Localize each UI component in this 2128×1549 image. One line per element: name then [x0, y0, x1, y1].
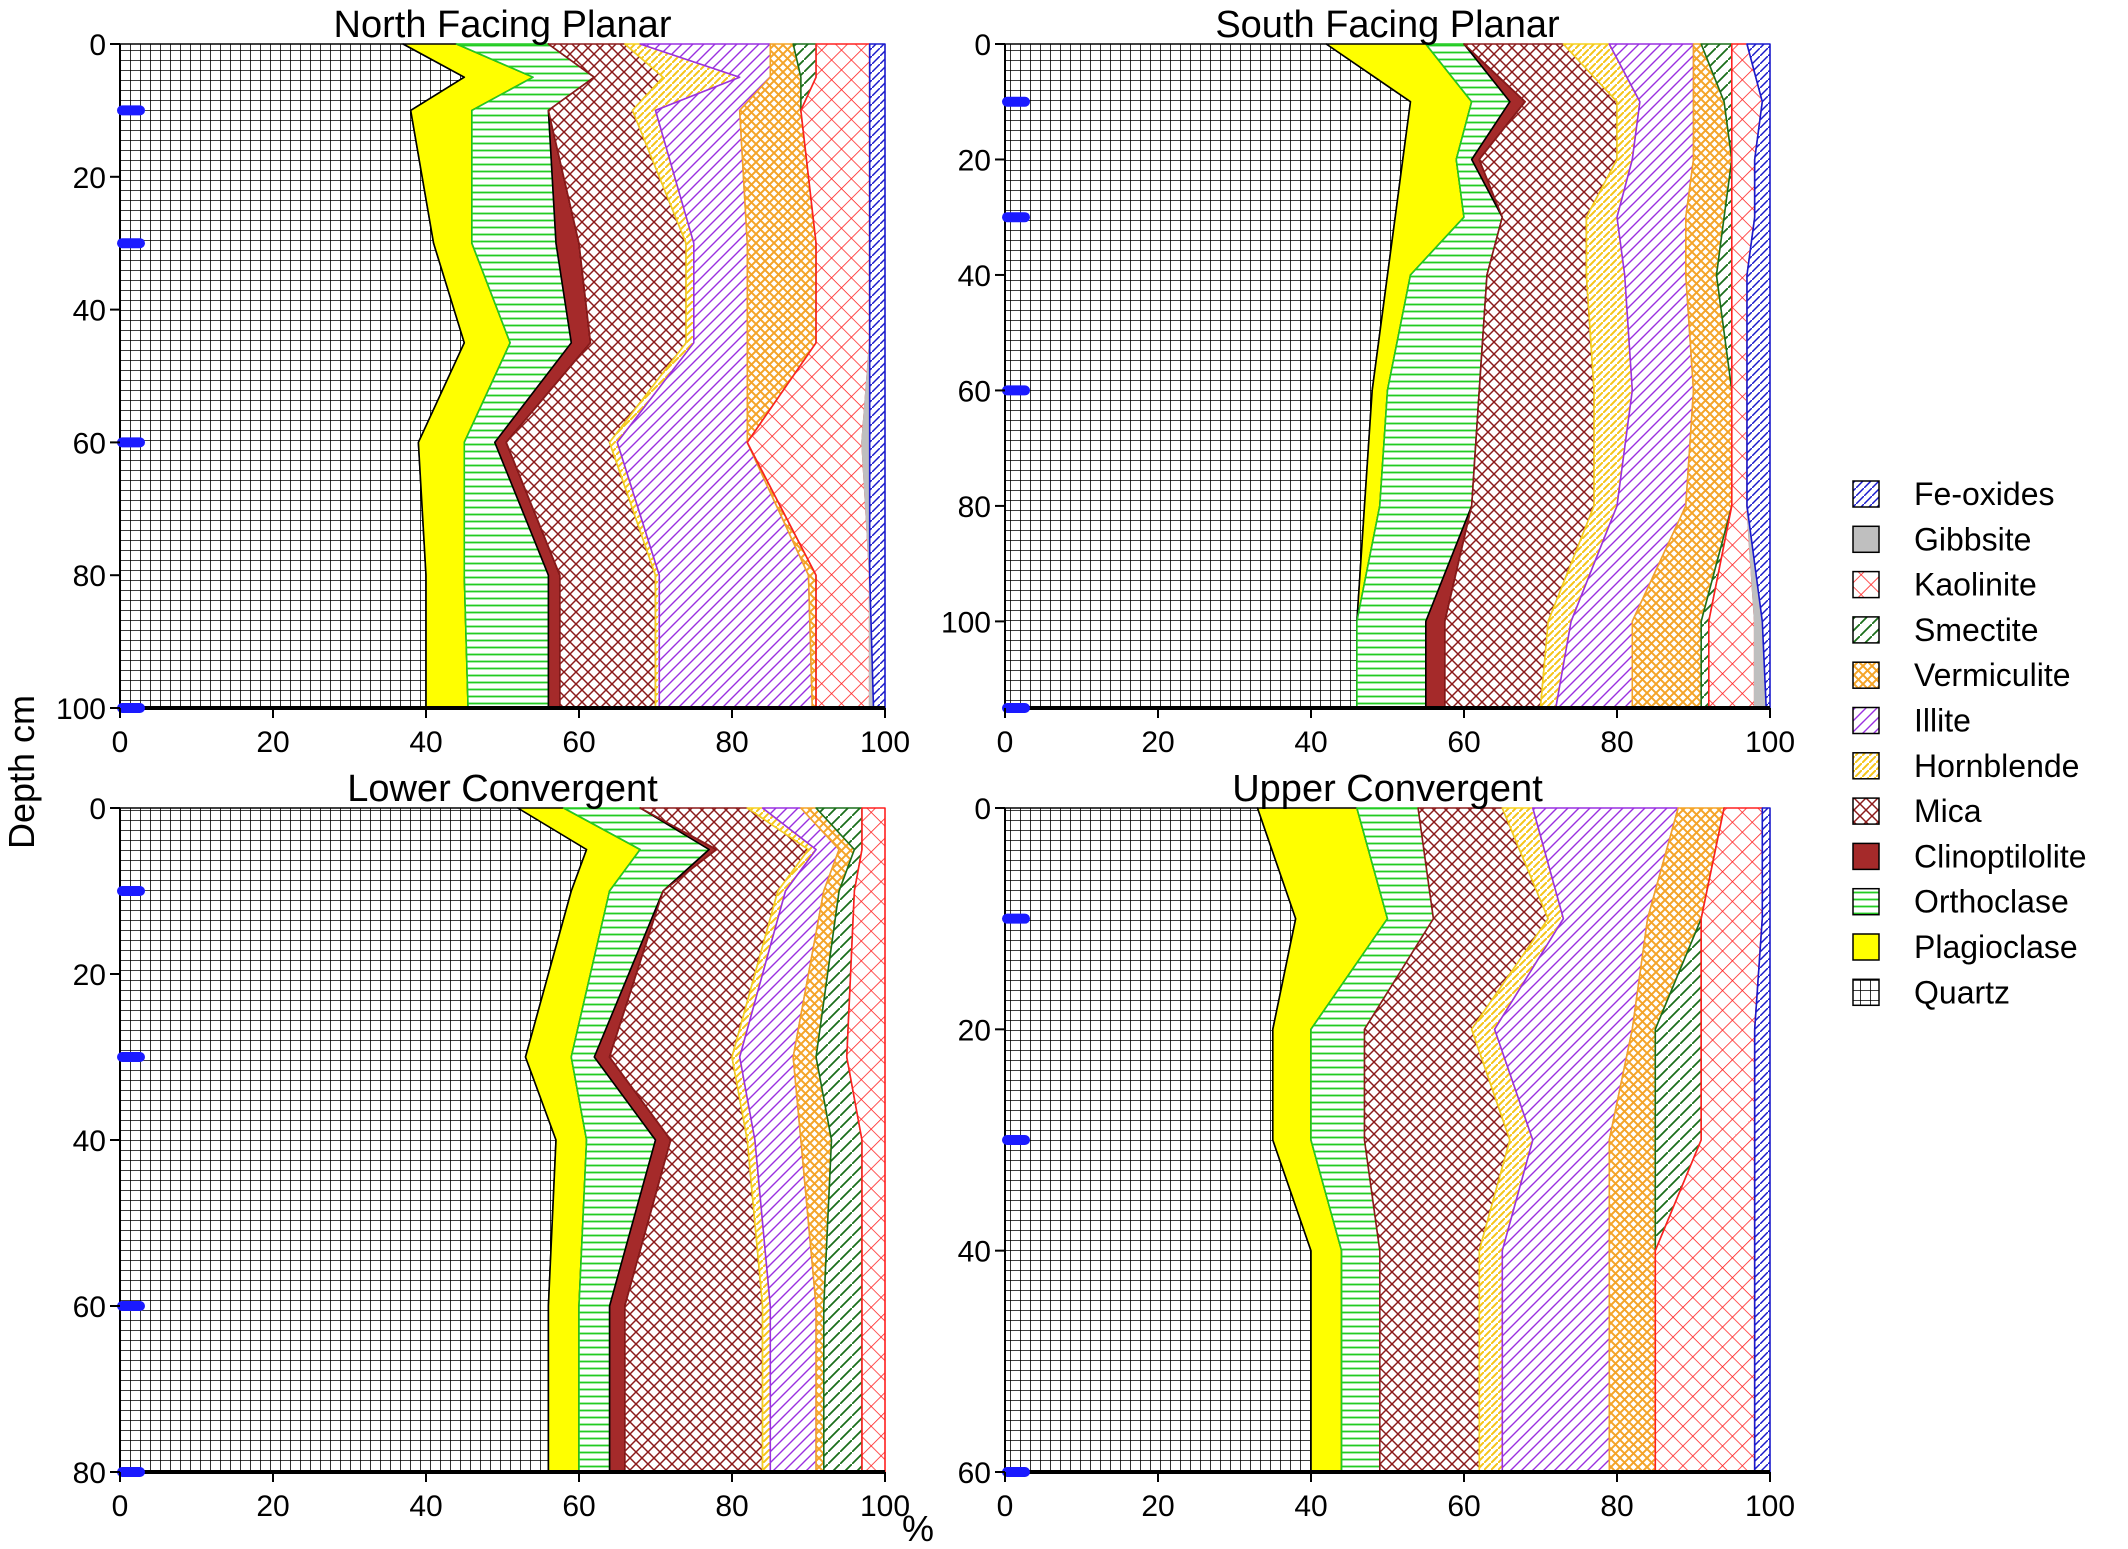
- x-tick-label-0-upper-convergent: 0: [997, 1490, 1014, 1523]
- legend-swatch-illite: [1852, 706, 1880, 735]
- x-tick-label-100-upper-convergent: 100: [1745, 1490, 1795, 1523]
- legend: Fe-oxides Gibbsite Kaolinite Smectite Vermic…: [1852, 476, 2087, 1010]
- x-tick-label-40-north-facing-planar: 40: [409, 726, 442, 759]
- legend-swatch-hornblende: [1852, 752, 1880, 780]
- legend-swatch-fe-oxides: [1852, 480, 1880, 508]
- x-tick-label-60-lower-convergent: 60: [562, 1490, 595, 1523]
- x-tick-label-20-south-facing-planar: 20: [1141, 726, 1174, 759]
- y-tick-label-100-south-facing-planar: 100: [941, 606, 991, 639]
- y-tick-label-40-upper-convergent: 40: [958, 1236, 991, 1269]
- legend-item-fe-oxides: Fe-oxides: [1852, 476, 2055, 512]
- legend-item-smectite: Smectite: [1852, 612, 2038, 648]
- x-tick-label-20-north-facing-planar: 20: [256, 726, 289, 759]
- y-tick-label-0-upper-convergent: 0: [974, 793, 991, 826]
- legend-item-kaolinite: Kaolinite: [1852, 567, 2037, 603]
- panel-title-south-facing-planar: South Facing Planar: [1215, 4, 1560, 46]
- legend-swatch-vermiculite: [1852, 661, 1880, 689]
- legend-swatch-smectite: [1852, 616, 1880, 644]
- y-tick-label-20-north-facing-planar: 20: [73, 162, 106, 195]
- legend-item-gibbsite: Gibbsite: [1852, 521, 2031, 557]
- y-tick-label-40-lower-convergent: 40: [73, 1125, 106, 1158]
- x-tick-label-80-lower-convergent: 80: [715, 1490, 748, 1523]
- legend-swatch-quartz: [1852, 978, 1880, 1007]
- x-tick-label-0-south-facing-planar: 0: [997, 726, 1014, 759]
- legend-item-quartz: Quartz: [1852, 974, 2010, 1010]
- y-tick-label-60-south-facing-planar: 60: [958, 375, 991, 408]
- panel-lower-convergent: 0 20 40 60 80 100 0 20 40 60 80 Lower Convergent: [73, 768, 910, 1523]
- y-tick-label-60-lower-convergent: 60: [73, 1291, 106, 1324]
- x-tick-label-60-south-facing-planar: 60: [1447, 726, 1480, 759]
- x-tick-label-0-lower-convergent: 0: [112, 1490, 129, 1523]
- y-tick-label-60-upper-convergent: 60: [958, 1457, 991, 1490]
- x-tick-label-80-north-facing-planar: 80: [715, 726, 748, 759]
- y-tick-label-40-south-facing-planar: 40: [958, 260, 991, 293]
- legend-label-smectite: Smectite: [1914, 612, 2038, 648]
- legend-item-orthoclase: Orthoclase: [1852, 884, 2069, 920]
- panel-title-north-facing-planar: North Facing Planar: [334, 4, 672, 46]
- legend-swatch-gibbsite: [1852, 525, 1880, 554]
- legend-label-vermiculite: Vermiculite: [1914, 657, 2071, 693]
- legend-swatch-clinoptilolite: [1852, 842, 1880, 871]
- x-tick-label-100-south-facing-planar: 100: [1745, 726, 1795, 759]
- panel-title-upper-convergent: Upper Convergent: [1232, 768, 1543, 810]
- y-tick-label-80-lower-convergent: 80: [73, 1457, 106, 1490]
- x-tick-label-0-north-facing-planar: 0: [112, 726, 129, 759]
- panel-south-facing-planar: 0 20 40 60 80 100 0 20 40 60 80 100 South Facing Pla…: [941, 4, 1795, 759]
- y-tick-label-100-north-facing-planar: 100: [56, 693, 106, 726]
- x-tick-label-60-upper-convergent: 60: [1447, 1490, 1480, 1523]
- y-tick-label-60-north-facing-planar: 60: [73, 427, 106, 460]
- legend-label-mica: Mica: [1914, 793, 1982, 829]
- y-tick-label-40-north-facing-planar: 40: [73, 295, 106, 328]
- legend-item-vermiculite: Vermiculite: [1852, 657, 2071, 693]
- y-tick-label-0-lower-convergent: 0: [89, 793, 106, 826]
- legend-item-hornblende: Hornblende: [1852, 748, 2079, 784]
- legend-swatch-kaolinite: [1852, 570, 1880, 599]
- legend-label-fe-oxides: Fe-oxides: [1914, 476, 2055, 512]
- x-tick-label-60-north-facing-planar: 60: [562, 726, 595, 759]
- x-tick-label-40-lower-convergent: 40: [409, 1490, 442, 1523]
- y-tick-label-20-lower-convergent: 20: [73, 959, 106, 992]
- legend-item-plagioclase: Plagioclase: [1852, 929, 2078, 965]
- legend-item-illite: Illite: [1852, 703, 1971, 739]
- x-tick-label-100-lower-convergent: 100: [860, 1490, 910, 1523]
- legend-item-mica: Mica: [1852, 793, 1982, 829]
- area-fe-oxides-north-facing-planar: [868, 43, 886, 709]
- legend-swatch-mica: [1852, 797, 1880, 825]
- x-tick-label-20-lower-convergent: 20: [256, 1490, 289, 1523]
- legend-swatch-plagioclase: [1852, 933, 1880, 961]
- panel-title-lower-convergent: Lower Convergent: [347, 768, 658, 810]
- legend-label-orthoclase: Orthoclase: [1914, 884, 2069, 920]
- x-tick-label-100-north-facing-planar: 100: [860, 726, 910, 759]
- x-tick-label-40-upper-convergent: 40: [1294, 1490, 1327, 1523]
- legend-swatch-orthoclase: [1852, 887, 1880, 916]
- legend-label-kaolinite: Kaolinite: [1914, 567, 2037, 603]
- legend-label-hornblende: Hornblende: [1914, 748, 2079, 784]
- legend-label-illite: Illite: [1914, 703, 1971, 739]
- x-axis-unit-label: %: [902, 1508, 934, 1549]
- legend-label-quartz: Quartz: [1914, 974, 2010, 1010]
- area-quartz-upper-convergent: [1004, 807, 1312, 1473]
- area-quartz-south-facing-planar: [1004, 43, 1412, 709]
- x-tick-label-20-upper-convergent: 20: [1141, 1490, 1174, 1523]
- legend-label-clinoptilolite: Clinoptilolite: [1914, 838, 2087, 874]
- panel-upper-convergent: 0 20 40 60 80 100 0 20 40 60 Upper Convergent: [958, 768, 1795, 1523]
- area-quartz-lower-convergent: [119, 807, 588, 1473]
- x-tick-label-80-upper-convergent: 80: [1600, 1490, 1633, 1523]
- y-tick-label-80-north-facing-planar: 80: [73, 560, 106, 593]
- y-axis-label: Depth cm: [1, 695, 42, 849]
- y-tick-label-80-south-facing-planar: 80: [958, 491, 991, 524]
- y-tick-label-20-south-facing-planar: 20: [958, 144, 991, 177]
- legend-item-clinoptilolite: Clinoptilolite: [1852, 838, 2087, 874]
- legend-label-gibbsite: Gibbsite: [1914, 521, 2031, 557]
- y-tick-label-0-north-facing-planar: 0: [89, 29, 106, 62]
- x-tick-label-40-south-facing-planar: 40: [1294, 726, 1327, 759]
- x-tick-label-80-south-facing-planar: 80: [1600, 726, 1633, 759]
- y-tick-label-20-upper-convergent: 20: [958, 1014, 991, 1047]
- legend-label-plagioclase: Plagioclase: [1914, 929, 2078, 965]
- area-quartz-north-facing-planar: [119, 43, 466, 709]
- y-tick-label-0-south-facing-planar: 0: [974, 29, 991, 62]
